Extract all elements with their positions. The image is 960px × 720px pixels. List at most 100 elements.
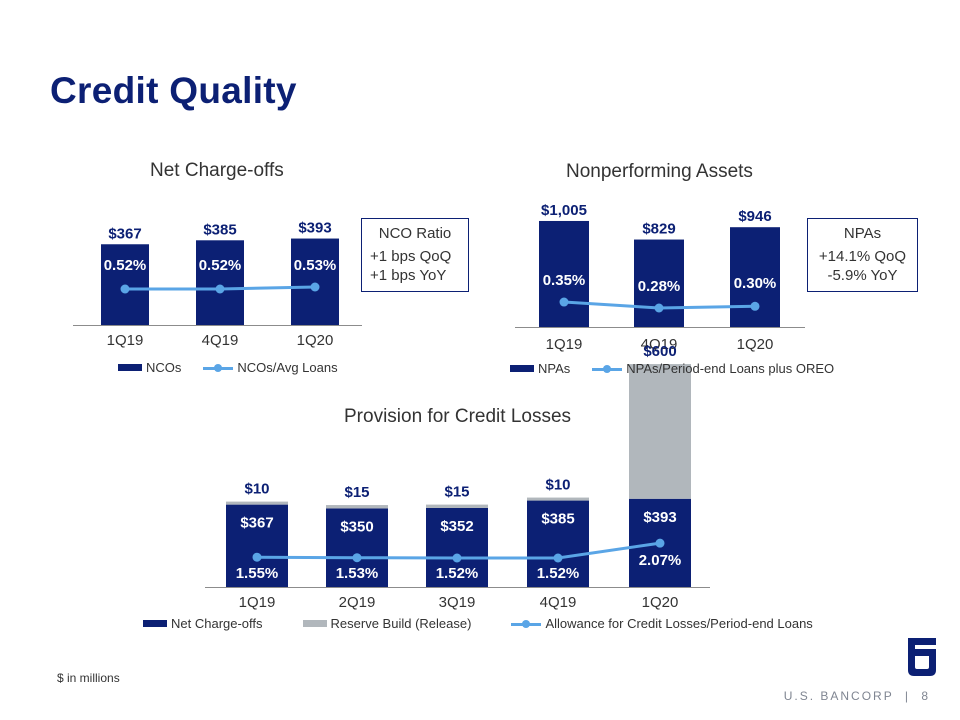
line-value-label: 0.35%: [543, 272, 586, 289]
x-tick-label: 4Q19: [202, 332, 239, 349]
legend-item-net-charge-offs: Net Charge-offs: [143, 616, 263, 631]
legend-label: Allowance for Credit Losses/Period-end L…: [545, 616, 813, 631]
x-tick-label: 1Q19: [239, 594, 276, 611]
bar-value-label: $393: [643, 509, 676, 526]
x-tick-label: 4Q19: [540, 594, 577, 611]
line-value-label: 1.55%: [236, 565, 279, 582]
npa-callout-title: NPAs: [843, 225, 882, 242]
bar-segment-reserve: [426, 504, 488, 508]
line-point: [655, 538, 665, 548]
legend-item-npas: NPAs: [510, 361, 570, 376]
line-value-label: 1.52%: [537, 565, 580, 582]
line-value-label: 2.07%: [639, 552, 682, 569]
page-title: Credit Quality: [50, 70, 297, 111]
legend-swatch-bar: [118, 364, 142, 371]
bar-total-label: $600: [643, 343, 676, 360]
bar-total-label: $10: [244, 481, 269, 498]
bar: [196, 240, 244, 325]
line-value-label: 0.52%: [199, 257, 242, 274]
bar-value-label: $367: [240, 515, 273, 532]
legend-label: NPAs/Period-end Loans plus OREO: [626, 361, 835, 376]
line-point: [452, 553, 462, 563]
line-value-label: 0.28%: [638, 278, 681, 295]
bar-segment-reserve: [527, 497, 589, 501]
x-tick-label: 3Q19: [439, 594, 476, 611]
line-point: [553, 553, 563, 563]
line-value-label: 0.30%: [734, 275, 777, 292]
x-tick-label: 2Q19: [339, 594, 376, 611]
bar-value-label: $829: [642, 221, 675, 238]
line-point: [750, 301, 760, 311]
bar-value-label: $946: [738, 208, 771, 225]
line-point: [252, 552, 262, 562]
npa-chart-title: Nonperforming Assets: [566, 161, 753, 182]
line-point: [559, 297, 569, 307]
npa-callout: NPAs +14.1% QoQ -5.9% YoY: [807, 218, 918, 292]
x-tick-label: 1Q19: [546, 336, 583, 353]
legend-label: NCOs/Avg Loans: [237, 360, 338, 375]
legend-swatch-bar: [510, 365, 534, 372]
line-point: [120, 284, 130, 294]
bar-segment-reserve: [326, 505, 388, 509]
bar-value-label: $385: [541, 511, 574, 528]
shield-logo-icon: [908, 638, 936, 676]
bar: [326, 508, 388, 587]
x-tick-label: 4Q19: [641, 336, 678, 353]
line-point: [215, 284, 225, 294]
bar-total-label: $10: [545, 477, 570, 494]
nco-chart-title: Net Charge-offs: [150, 160, 284, 181]
legend-label: NCOs: [146, 360, 182, 375]
npa-legend: NPAs NPAs/Period-end Loans plus OREO: [510, 361, 856, 376]
bar-value-label: $350: [340, 518, 373, 535]
legend-swatch-line: [511, 619, 542, 629]
legend-item-allowance-ratio: Allowance for Credit Losses/Period-end L…: [511, 616, 813, 631]
legend-swatch-line: [203, 363, 234, 373]
line-value-label: 1.53%: [336, 565, 379, 582]
bar: [539, 220, 589, 327]
bar-value-label: $385: [203, 221, 236, 238]
legend-label: Net Charge-offs: [171, 616, 263, 631]
footer-separator: |: [904, 689, 910, 703]
footer: U.S. BANCORP | 8: [784, 689, 930, 703]
page-number: 8: [921, 689, 930, 703]
npa-callout-yoy: -5.9% YoY: [827, 267, 898, 284]
nco-callout-qoq: +1 bps QoQ: [370, 248, 452, 265]
footnote: $ in millions: [57, 671, 120, 685]
line-value-label: 0.52%: [104, 257, 147, 274]
bar-value-label: $367: [108, 225, 141, 242]
line-point: [654, 303, 664, 313]
legend-item-reserve-build: Reserve Build (Release): [302, 616, 471, 631]
x-tick-label: 1Q19: [107, 332, 144, 349]
nco-callout-title: NCO Ratio: [378, 225, 452, 242]
legend-item-npa-ratio: NPAs/Period-end Loans plus OREO: [592, 361, 834, 376]
bar-value-label: $1,005: [541, 202, 587, 219]
nco-ratio-callout: NCO Ratio +1 bps QoQ +1 bps YoY: [361, 218, 469, 292]
bar-segment-reserve: [226, 501, 288, 505]
bar: [291, 238, 339, 325]
x-tick-label: 1Q20: [297, 332, 334, 349]
line-value-label: 0.53%: [294, 257, 337, 274]
legend-item-nco-ratio: NCOs/Avg Loans: [203, 360, 338, 375]
legend-swatch-line: [592, 364, 623, 374]
bar-value-label: $393: [298, 220, 331, 237]
provision-legend: Net Charge-offs Reserve Build (Release) …: [143, 616, 835, 631]
nco-legend: NCOs NCOs/Avg Loans: [118, 360, 360, 375]
x-tick-label: 1Q20: [737, 336, 774, 353]
bar-total-label: $15: [444, 484, 469, 501]
npa-callout-qoq: +14.1% QoQ: [818, 248, 907, 265]
line-point: [352, 553, 362, 563]
legend-label: NPAs: [538, 361, 571, 376]
legend-swatch-bar: [143, 620, 167, 627]
x-tick-label: 1Q20: [642, 594, 679, 611]
footer-company: U.S. BANCORP: [783, 689, 894, 703]
legend-item-ncos: NCOs: [118, 360, 181, 375]
line-point: [310, 282, 320, 292]
bar: [426, 507, 488, 587]
provision-chart-title: Provision for Credit Losses: [344, 406, 572, 427]
bar-total-label: $15: [344, 484, 369, 501]
bar-value-label: $352: [440, 518, 473, 535]
bar-segment-reserve: [629, 364, 691, 499]
bar: [226, 504, 288, 587]
line-value-label: 1.52%: [436, 565, 479, 582]
